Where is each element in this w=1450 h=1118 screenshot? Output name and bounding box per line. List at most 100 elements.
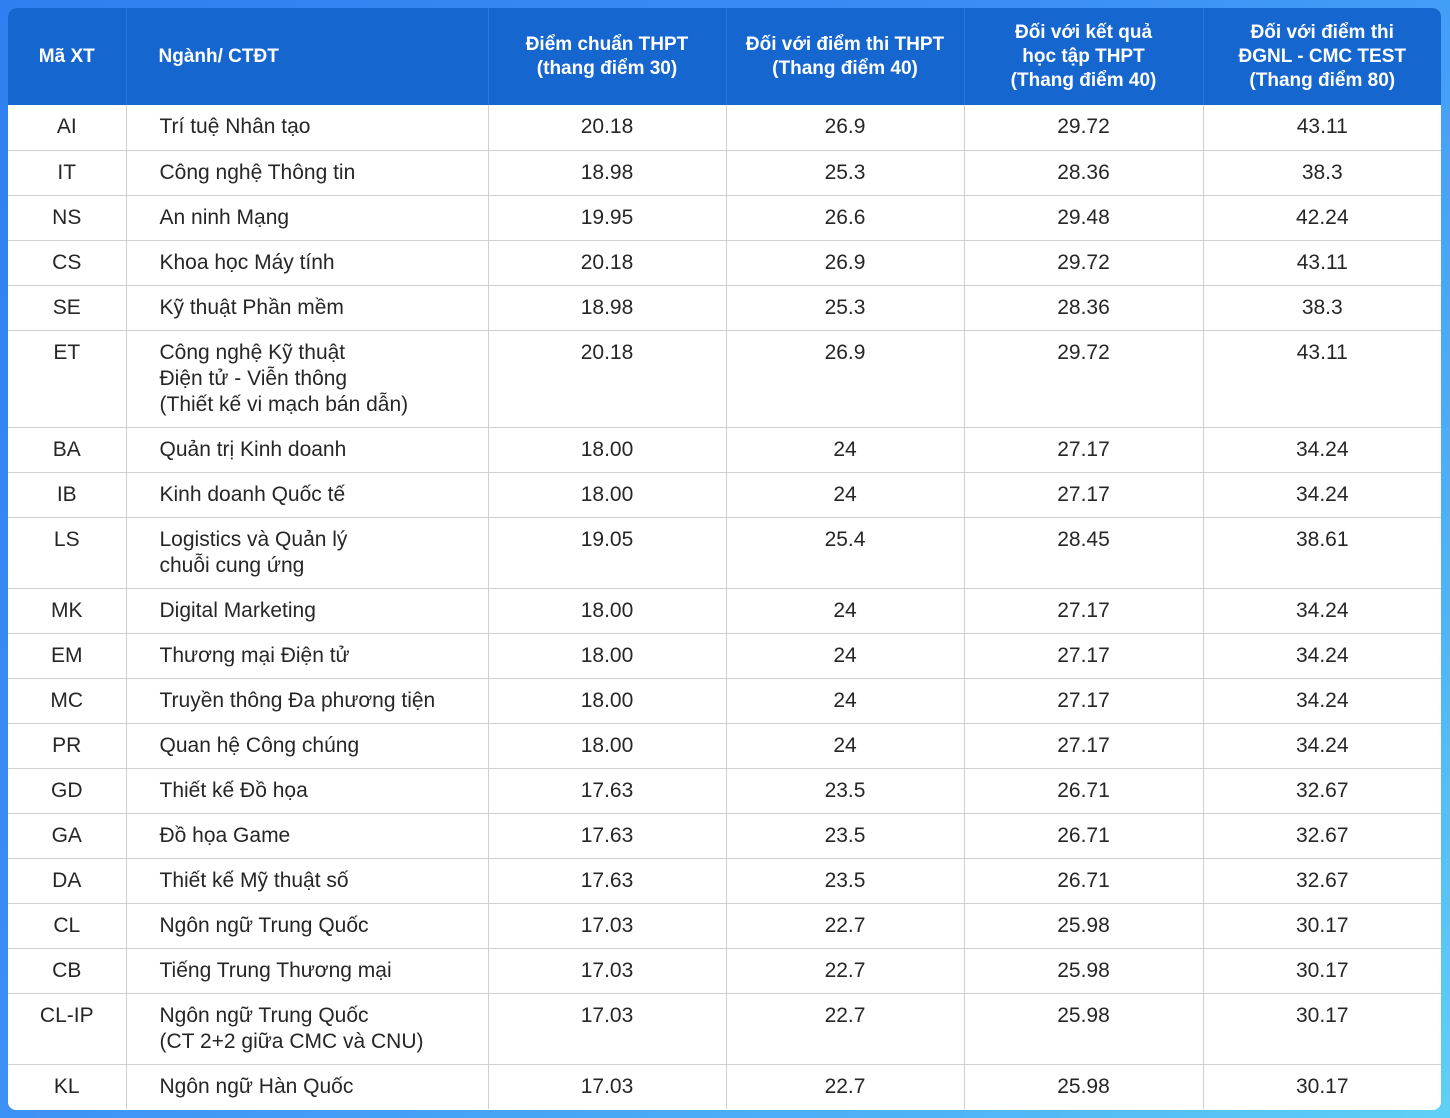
program-name-line: Đồ họa Game [159,823,291,847]
cell-thpt30: 19.05 [488,517,727,589]
program-name-line: (Thiết kế vi mạch bán dẫn) [159,392,409,416]
score-table-card: Mã XT Ngành/ CTĐT Điểm chuẩn THPT (thang… [8,8,1441,1110]
cell-dgnl80: 30.17 [1203,948,1441,994]
header-line: Đối với điểm thi [1250,21,1394,43]
header-program: Ngành/ CTĐT [126,8,489,105]
cell-program: An ninh Mạng [126,195,489,241]
cell-thpt30: 18.00 [488,472,727,518]
program-name-line: An ninh Mạng [159,205,290,229]
table-row: AI Trí tuệ Nhân tạo 20.18 26.9 29.72 43.11 [8,105,1441,151]
cell-hocba40: 27.17 [964,427,1204,473]
cell-code: CL-IP [8,993,127,1065]
cell-hocba40: 25.98 [964,1064,1204,1109]
cell-hocba40: 27.17 [964,588,1204,634]
cell-program: Đồ họa Game [126,813,489,859]
table-row: DA Thiết kế Mỹ thuật số 17.63 23.5 26.71 32.6… [8,858,1441,904]
cell-thpt40: 24 [726,427,965,473]
header-thpt30: Điểm chuẩn THPT (thang điểm 30) [488,8,727,105]
cell-hocba40: 29.48 [964,195,1204,241]
program-name-line: Logistics và Quản lý [159,527,348,551]
program-name-line: Thiết kế Đồ họa [159,778,308,802]
program-name-line: Công nghệ Kỹ thuật [159,340,346,364]
cell-thpt30: 17.63 [488,813,727,859]
cell-code: BA [8,427,127,473]
header-line: (thang điểm 30) [536,57,678,79]
cell-thpt40: 24 [726,472,965,518]
cell-thpt40: 26.6 [726,195,965,241]
header-line: ĐGNL - CMC TEST [1238,45,1406,67]
table-row: GD Thiết kế Đồ họa 17.63 23.5 26.71 32.67 [8,768,1441,814]
cell-dgnl80: 38.3 [1203,150,1441,196]
cell-program: Ngôn ngữ Trung Quốc (CT 2+2 giữa CMC và C… [126,993,489,1065]
program-name-line: Digital Marketing [159,598,316,622]
cell-program: Kỹ thuật Phần mềm [126,285,489,331]
cell-program: Công nghệ Kỹ thuật Điện tử - Viễn thông (T… [126,330,489,428]
cell-thpt40: 22.7 [726,903,965,949]
cell-thpt30: 17.63 [488,768,727,814]
header-line: (Thang điểm 80) [1249,69,1396,91]
cell-dgnl80: 34.24 [1203,678,1441,724]
table-row: MC Truyền thông Đa phương tiện 18.00 24 27.1… [8,678,1441,724]
cell-thpt40: 24 [726,723,965,769]
cell-dgnl80: 32.67 [1203,813,1441,859]
cell-code: EM [8,633,127,679]
cell-code: GD [8,768,127,814]
header-code: Mã XT [8,8,127,105]
table-row: LS Logistics và Quản lý chuỗi cung ứng 19.0… [8,517,1441,589]
cell-hocba40: 29.72 [964,240,1204,286]
cell-program: Quan hệ Công chúng [126,723,489,769]
program-name-line: Ngôn ngữ Hàn Quốc [159,1074,354,1098]
header-dgnl80: Đối với điểm thi ĐGNL - CMC TEST (Thang … [1203,8,1441,105]
program-name-line: Ngôn ngữ Trung Quốc [159,913,369,937]
table-row: CS Khoa học Máy tính 20.18 26.9 29.72 43.11 [8,240,1441,286]
program-name-line: Thương mại Điện tử [159,643,350,667]
program-name-line: Điện tử - Viễn thông [159,366,348,390]
cell-thpt30: 18.00 [488,723,727,769]
header-line: Đối với điểm thi THPT [745,33,945,55]
program-name-line: chuỗi cung ứng [159,553,305,577]
cell-code: SE [8,285,127,331]
cell-thpt30: 17.03 [488,1064,727,1109]
cell-thpt40: 26.9 [726,240,965,286]
table-row: MK Digital Marketing 18.00 24 27.17 34.24 [8,588,1441,634]
header-line: Đối với kết quả [1014,21,1153,43]
cell-code: PR [8,723,127,769]
cell-code: CB [8,948,127,994]
table-row: BA Quản trị Kinh doanh 18.00 24 27.17 34.24 [8,427,1441,473]
cell-code: CL [8,903,127,949]
cell-program: Ngôn ngữ Hàn Quốc [126,1064,489,1109]
program-name-line: Ngôn ngữ Trung Quốc [159,1003,369,1027]
cell-program: Truyền thông Đa phương tiện [126,678,489,724]
cell-thpt40: 25.4 [726,517,965,589]
cell-dgnl80: 43.11 [1203,105,1441,151]
table-row: GA Đồ họa Game 17.63 23.5 26.71 32.67 [8,813,1441,859]
cell-thpt30: 17.03 [488,948,727,994]
cell-hocba40: 29.72 [964,105,1204,151]
cell-code: IB [8,472,127,518]
cell-program: Khoa học Máy tính [126,240,489,286]
table-row: CL Ngôn ngữ Trung Quốc 17.03 22.7 25.98 30.17 [8,903,1441,949]
table-row: PR Quan hệ Công chúng 18.00 24 27.17 34.24 [8,723,1441,769]
header-hocba40: Đối với kết quả học tập THPT (Thang điểm… [964,8,1204,105]
cell-thpt40: 22.7 [726,948,965,994]
program-name-line: Kinh doanh Quốc tế [159,482,346,506]
cell-thpt30: 18.00 [488,633,727,679]
cell-hocba40: 28.36 [964,150,1204,196]
program-name-line: Kỹ thuật Phần mềm [159,295,344,319]
cell-dgnl80: 34.24 [1203,588,1441,634]
cell-program: Công nghệ Thông tin [126,150,489,196]
cell-thpt40: 26.9 [726,330,965,428]
cell-code: DA [8,858,127,904]
cell-thpt30: 18.00 [488,427,727,473]
cell-code: MC [8,678,127,724]
cell-dgnl80: 30.17 [1203,993,1441,1065]
cell-dgnl80: 32.67 [1203,768,1441,814]
cell-thpt30: 17.63 [488,858,727,904]
table-header-row: Mã XT Ngành/ CTĐT Điểm chuẩn THPT (thang… [8,8,1441,105]
cell-dgnl80: 43.11 [1203,330,1441,428]
cell-program: Quản trị Kinh doanh [126,427,489,473]
cell-hocba40: 25.98 [964,993,1204,1065]
cell-hocba40: 27.17 [964,472,1204,518]
table-row: CB Tiếng Trung Thương mại 17.03 22.7 25.98 30… [8,948,1441,994]
cell-thpt40: 23.5 [726,768,965,814]
